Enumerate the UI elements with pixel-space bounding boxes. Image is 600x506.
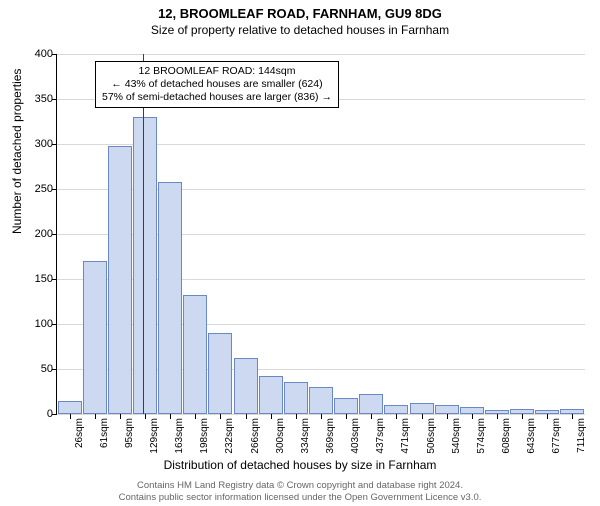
ytick-label: 150	[23, 273, 53, 285]
x-axis-label: Distribution of detached houses by size …	[0, 458, 600, 472]
ytick-label: 50	[23, 363, 53, 375]
xtick-mark	[447, 414, 448, 419]
xtick-label: 61sqm	[99, 418, 110, 448]
histogram-bar	[83, 261, 107, 414]
xtick-mark	[220, 414, 221, 419]
xtick-label: 300sqm	[275, 418, 286, 454]
annotation-line: 57% of semi-detached houses are larger (…	[102, 91, 332, 104]
histogram-bar	[133, 117, 157, 414]
xtick-label: 26sqm	[74, 418, 85, 448]
xtick-label: 403sqm	[350, 418, 361, 454]
xtick-mark	[422, 414, 423, 419]
xtick-mark	[246, 414, 247, 419]
xtick-mark	[296, 414, 297, 419]
xtick-mark	[271, 414, 272, 419]
xtick-mark	[95, 414, 96, 419]
histogram-plot: 05010015020025030035040026sqm61sqm95sqm1…	[56, 54, 585, 415]
histogram-bar	[284, 382, 308, 414]
histogram-bar	[108, 146, 132, 414]
ytick-label: 200	[23, 228, 53, 240]
xtick-label: 198sqm	[199, 418, 210, 454]
xtick-label: 129sqm	[149, 418, 160, 454]
xtick-mark	[396, 414, 397, 419]
histogram-bar	[309, 387, 333, 414]
y-axis-label: Number of detached properties	[10, 69, 24, 234]
histogram-bar	[334, 398, 358, 414]
ytick-label: 350	[23, 93, 53, 105]
histogram-bar	[183, 295, 207, 414]
histogram-bar	[158, 182, 182, 414]
histogram-bar	[460, 407, 484, 414]
xtick-label: 643sqm	[526, 418, 537, 454]
annotation-box: 12 BROOMLEAF ROAD: 144sqm← 43% of detach…	[95, 61, 339, 108]
ytick-label: 100	[23, 318, 53, 330]
ytick-label: 300	[23, 138, 53, 150]
footer-line-1: Contains HM Land Registry data © Crown c…	[0, 480, 600, 491]
xtick-mark	[371, 414, 372, 419]
xtick-label: 711sqm	[576, 418, 587, 453]
xtick-label: 608sqm	[501, 418, 512, 454]
xtick-label: 95sqm	[124, 418, 135, 448]
histogram-bar	[58, 401, 82, 415]
histogram-bar	[384, 405, 408, 414]
footer-line-2: Contains public sector information licen…	[0, 492, 600, 503]
xtick-label: 334sqm	[300, 418, 311, 454]
xtick-label: 163sqm	[174, 418, 185, 454]
xtick-mark	[195, 414, 196, 419]
xtick-mark	[472, 414, 473, 419]
xtick-mark	[346, 414, 347, 419]
histogram-bar	[359, 394, 383, 414]
xtick-mark	[572, 414, 573, 419]
annotation-line: 12 BROOMLEAF ROAD: 144sqm	[102, 65, 332, 78]
histogram-bar	[234, 358, 258, 414]
ytick-label: 250	[23, 183, 53, 195]
xtick-label: 506sqm	[426, 418, 437, 454]
page-subtitle: Size of property relative to detached ho…	[0, 23, 600, 37]
xtick-mark	[497, 414, 498, 419]
xtick-label: 471sqm	[400, 418, 411, 454]
histogram-bar	[259, 376, 283, 414]
xtick-label: 369sqm	[325, 418, 336, 454]
histogram-bar	[410, 403, 434, 414]
xtick-label: 232sqm	[224, 418, 235, 454]
xtick-mark	[145, 414, 146, 419]
page-title: 12, BROOMLEAF ROAD, FARNHAM, GU9 8DG	[0, 6, 600, 21]
chart-area: 05010015020025030035040026sqm61sqm95sqm1…	[56, 54, 584, 414]
histogram-bar	[208, 333, 232, 414]
xtick-label: 677sqm	[551, 418, 562, 454]
xtick-mark	[522, 414, 523, 419]
xtick-label: 574sqm	[476, 418, 487, 454]
xtick-label: 437sqm	[375, 418, 386, 454]
xtick-mark	[120, 414, 121, 419]
xtick-label: 266sqm	[250, 418, 261, 454]
xtick-label: 540sqm	[451, 418, 462, 454]
ytick-label: 400	[23, 48, 53, 60]
xtick-mark	[547, 414, 548, 419]
xtick-mark	[70, 414, 71, 419]
ytick-label: 0	[23, 408, 53, 420]
xtick-mark	[170, 414, 171, 419]
histogram-bar	[435, 405, 459, 414]
xtick-mark	[321, 414, 322, 419]
gridline	[57, 54, 585, 55]
annotation-line: ← 43% of detached houses are smaller (62…	[102, 78, 332, 91]
